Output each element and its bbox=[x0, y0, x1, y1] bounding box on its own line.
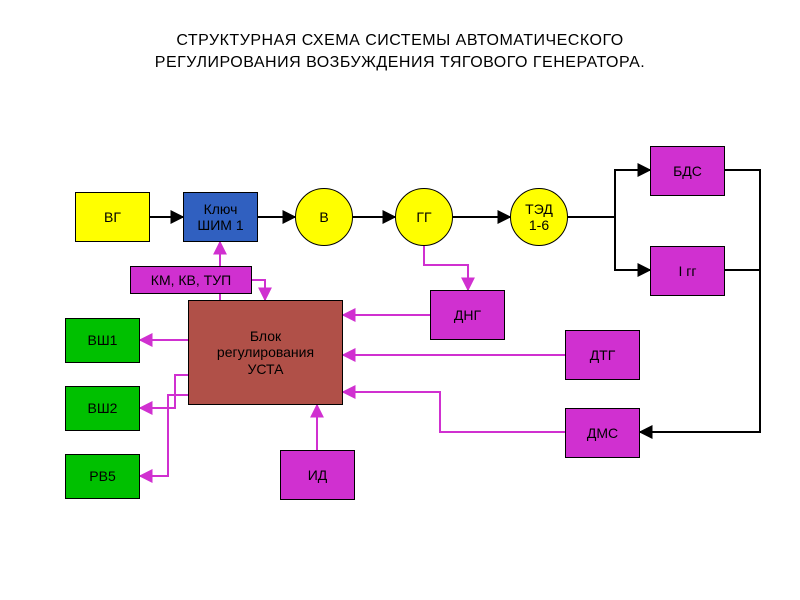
node-gg: ГГ bbox=[395, 188, 453, 246]
node-id: ИД bbox=[280, 450, 355, 500]
node-vsh2: ВШ2 bbox=[65, 386, 140, 431]
title-line2: РЕГУЛИРОВАНИЯ ВОЗБУЖДЕНИЯ ТЯГОВОГО ГЕНЕР… bbox=[0, 52, 800, 74]
node-vsh1: ВШ1 bbox=[65, 318, 140, 363]
node-ted: ТЭД 1-6 bbox=[510, 188, 568, 246]
edge-14 bbox=[252, 280, 265, 300]
edge-11 bbox=[343, 392, 565, 432]
edge-16 bbox=[140, 375, 188, 408]
edge-4 bbox=[568, 170, 650, 217]
node-kmkv: КМ, КВ, ТУП bbox=[130, 266, 252, 294]
node-rv5: РВ5 bbox=[65, 454, 140, 499]
node-dng: ДНГ bbox=[430, 290, 505, 340]
edge-17 bbox=[140, 395, 188, 476]
node-bds: БДС bbox=[650, 146, 725, 196]
edges-layer bbox=[0, 0, 800, 600]
title-line1: СТРУКТУРНАЯ СХЕМА СИСТЕМЫ АВТОМАТИЧЕСКОГ… bbox=[0, 30, 800, 52]
node-vg: ВГ bbox=[75, 192, 150, 242]
edge-5 bbox=[615, 217, 650, 270]
node-dtg: ДТГ bbox=[565, 330, 640, 380]
node-dms: ДМС bbox=[565, 408, 640, 458]
node-igg: I гг bbox=[650, 246, 725, 296]
diagram-title: СТРУКТУРНАЯ СХЕМА СИСТЕМЫ АВТОМАТИЧЕСКОГ… bbox=[0, 30, 800, 74]
node-usta: Блок регулирования УСТА bbox=[188, 300, 343, 405]
node-v: В bbox=[295, 188, 353, 246]
node-key: Ключ ШИМ 1 bbox=[183, 192, 258, 242]
edge-8 bbox=[424, 246, 468, 290]
edge-6 bbox=[640, 170, 760, 432]
